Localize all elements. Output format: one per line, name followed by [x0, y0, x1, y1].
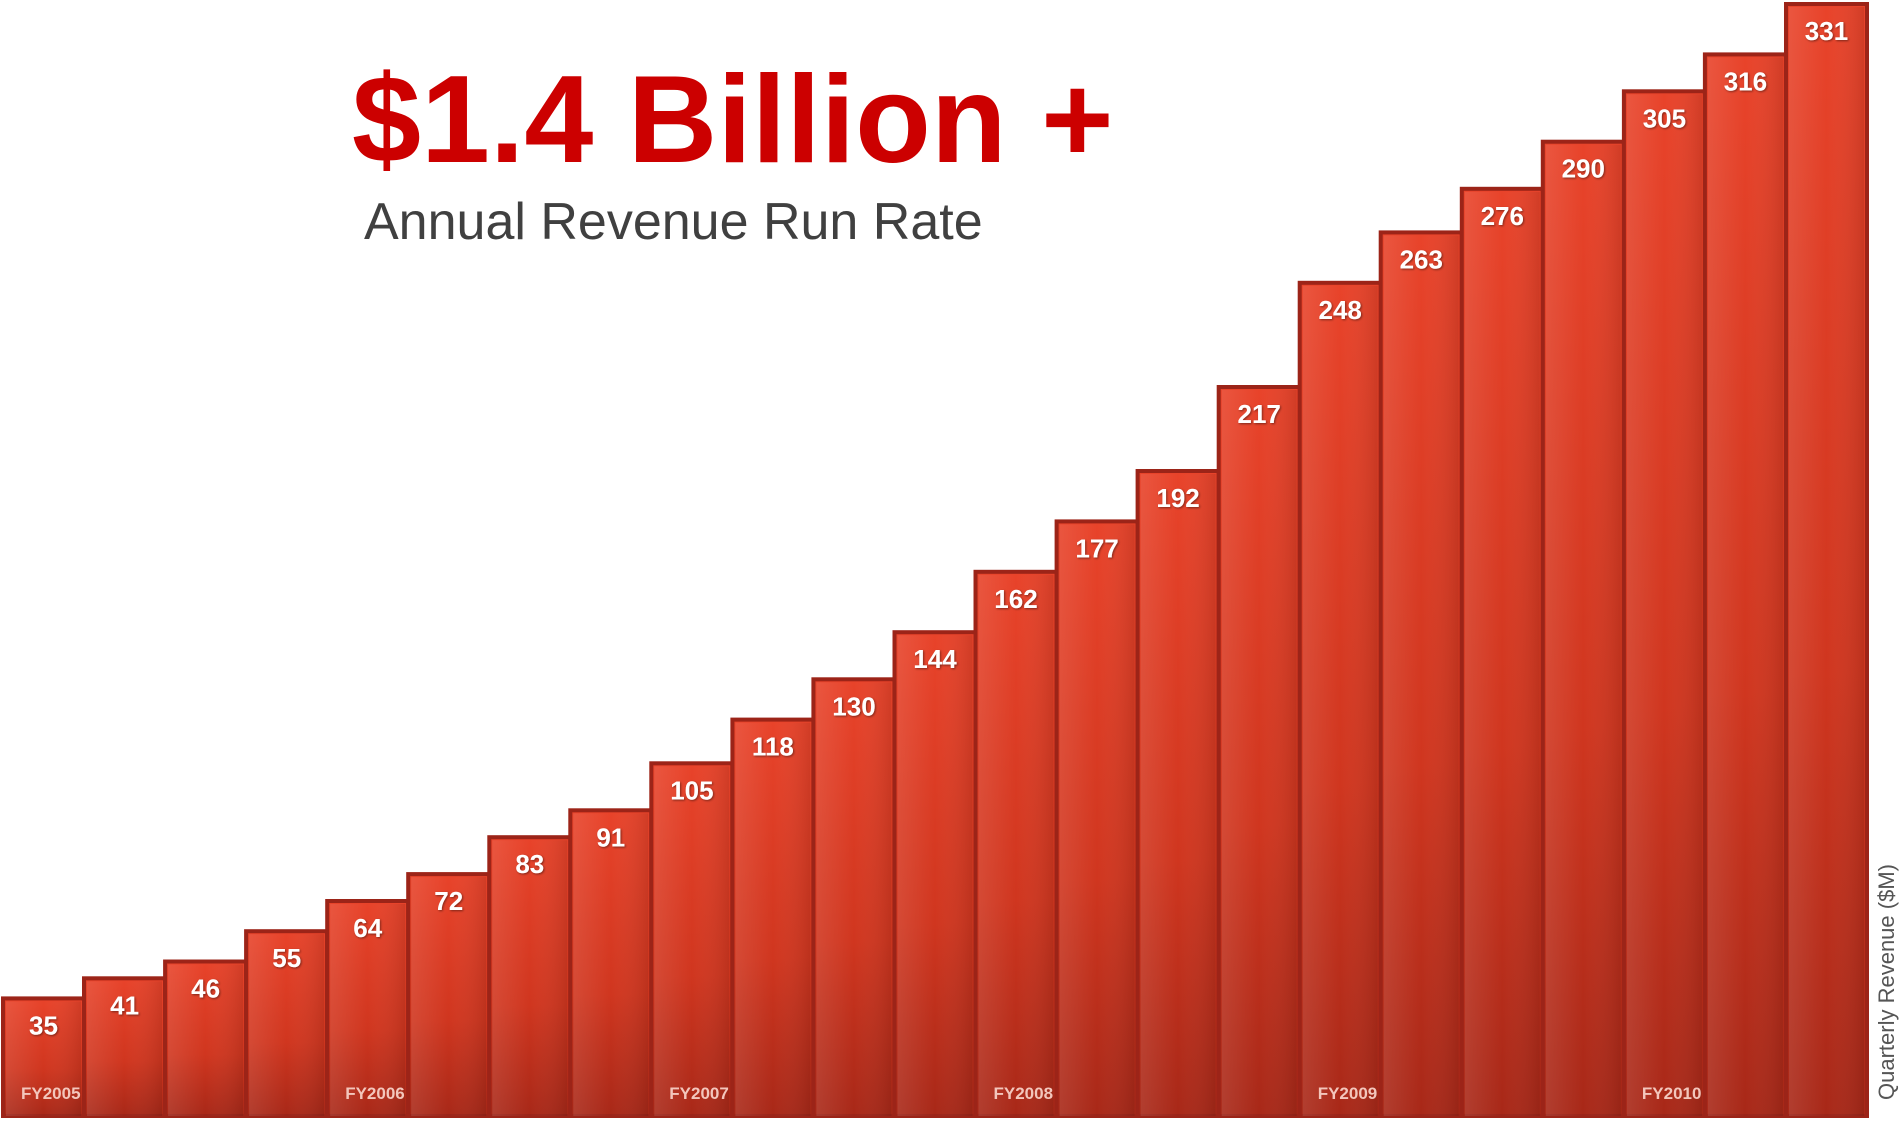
bar-shine	[897, 635, 973, 1116]
bars-group	[1, 2, 1869, 1119]
fiscal-year-label: FY2007	[669, 1084, 729, 1103]
bar-value-label: 118	[752, 732, 794, 762]
bar-value-label: 64	[353, 913, 382, 943]
bar-shine	[1302, 285, 1378, 1116]
headline-value: $1.4 Billion +	[352, 51, 1114, 189]
bar-value-label: 41	[110, 990, 139, 1020]
bar-value-label: 91	[596, 822, 625, 852]
bar-shine	[654, 766, 730, 1116]
bar-shine	[978, 574, 1054, 1116]
bar-value-label: 72	[434, 886, 463, 916]
bar-value-label: 55	[272, 943, 301, 973]
headline-subtitle: Annual Revenue Run Rate	[364, 193, 983, 251]
bar-value-label: 144	[913, 644, 957, 674]
bar-value-label: 217	[1238, 399, 1281, 429]
bar-value-label: 331	[1805, 16, 1848, 46]
bar-shine	[1059, 524, 1135, 1116]
bar-value-label: 46	[191, 974, 220, 1004]
bar-shine	[249, 934, 325, 1116]
bar-value-label: 276	[1481, 201, 1524, 231]
bar-shine	[816, 682, 892, 1116]
fiscal-year-label: FY2010	[1642, 1084, 1702, 1103]
bar-value-label: 305	[1643, 103, 1686, 133]
fiscal-year-label: FY2008	[994, 1084, 1054, 1103]
bar-value-label: 105	[670, 775, 713, 805]
bar-shine	[411, 877, 487, 1116]
fiscal-year-label: FY2005	[21, 1084, 81, 1103]
bar-value-label: 177	[1075, 533, 1118, 563]
bar-shine	[1464, 191, 1540, 1117]
fiscal-year-label: FY2009	[1318, 1084, 1378, 1103]
bar-value-label: 263	[1400, 244, 1443, 274]
bar-shine	[168, 964, 244, 1116]
fiscal-year-labels-group: FY2005 FY2006 FY2007 FY2008 FY2009 FY2010	[21, 1084, 1701, 1103]
bar-value-label: 248	[1319, 295, 1362, 325]
bar-shine	[330, 904, 406, 1116]
bar-shine	[87, 981, 162, 1116]
bar-value-label: 192	[1156, 483, 1199, 513]
bar-value-label: 316	[1724, 66, 1767, 96]
bar-shine	[1707, 57, 1783, 1116]
fiscal-year-label: FY2006	[345, 1084, 405, 1103]
bar-shine	[735, 722, 811, 1116]
bar-value-label: 162	[994, 584, 1037, 614]
bar-shine	[1626, 94, 1702, 1117]
bar-shine	[6, 1001, 81, 1116]
bar-shine	[1789, 7, 1864, 1116]
bar-value-label: 35	[29, 1010, 58, 1040]
bar-shine	[1140, 474, 1216, 1116]
y-axis-label: Quarterly Revenue ($M)	[1874, 864, 1899, 1100]
bar-value-label: 290	[1562, 154, 1605, 184]
bar-value-label: 130	[832, 691, 875, 721]
bar-shine	[1545, 144, 1621, 1116]
bar-shine	[1383, 235, 1459, 1116]
data-labels-group: 35 41 46 55 64 72 83 91 105 118 130 144 162 177 192 217…	[29, 16, 1848, 1040]
bar-shine	[1221, 390, 1297, 1116]
bar-shine	[573, 813, 649, 1116]
bar-shine	[492, 840, 568, 1116]
bar-value-label: 83	[515, 849, 544, 879]
